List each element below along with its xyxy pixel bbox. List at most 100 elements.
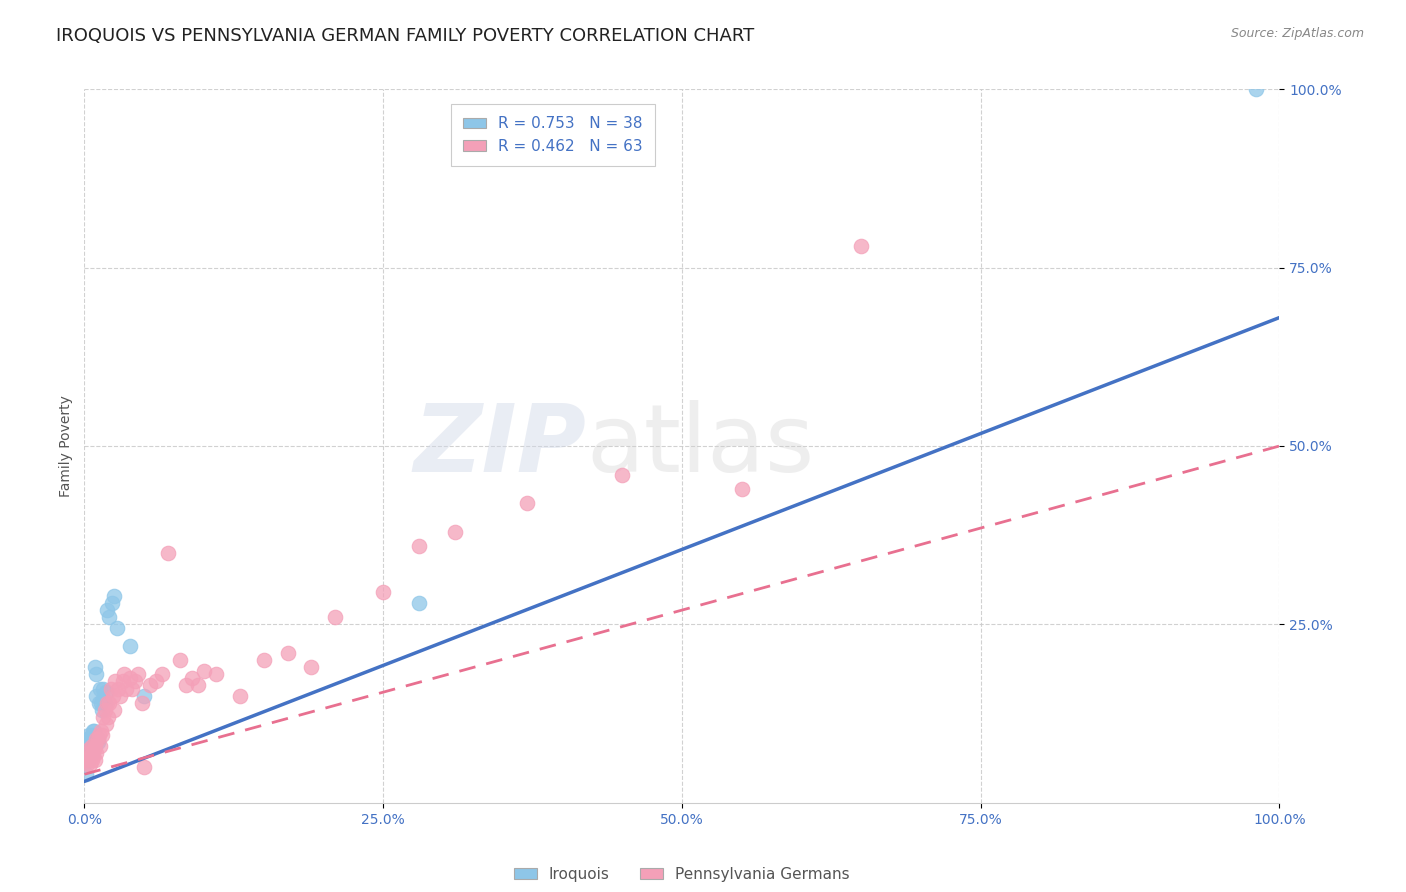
Point bbox=[169, 653, 191, 667]
Point bbox=[229, 689, 252, 703]
Point bbox=[131, 696, 153, 710]
Point bbox=[96, 696, 118, 710]
Point bbox=[86, 667, 108, 681]
Point bbox=[101, 689, 124, 703]
Text: atlas: atlas bbox=[586, 400, 814, 492]
Point bbox=[112, 667, 135, 681]
Text: IROQUOIS VS PENNSYLVANIA GERMAN FAMILY POVERTY CORRELATION CHART: IROQUOIS VS PENNSYLVANIA GERMAN FAMILY P… bbox=[56, 27, 755, 45]
Point bbox=[205, 667, 228, 681]
Point bbox=[98, 696, 121, 710]
Point bbox=[93, 710, 115, 724]
Point bbox=[94, 685, 117, 699]
Point bbox=[79, 756, 101, 771]
Point bbox=[82, 724, 104, 739]
Point bbox=[86, 689, 108, 703]
Point bbox=[444, 524, 467, 539]
Point bbox=[84, 731, 107, 746]
Point bbox=[80, 739, 103, 753]
Point bbox=[181, 671, 204, 685]
Point bbox=[277, 646, 299, 660]
Text: Source: ZipAtlas.com: Source: ZipAtlas.com bbox=[1230, 27, 1364, 40]
Point bbox=[110, 689, 132, 703]
Point bbox=[86, 731, 108, 746]
Point bbox=[118, 671, 141, 685]
Point bbox=[79, 749, 101, 764]
Point bbox=[187, 678, 209, 692]
Point bbox=[79, 746, 101, 760]
Legend: Iroquois, Pennsylvania Germans: Iroquois, Pennsylvania Germans bbox=[508, 861, 856, 888]
Point bbox=[83, 724, 105, 739]
Point bbox=[79, 749, 101, 764]
Point bbox=[91, 703, 114, 717]
Point bbox=[612, 467, 634, 482]
Point bbox=[115, 681, 138, 696]
Point bbox=[82, 746, 104, 760]
Point bbox=[89, 739, 111, 753]
Point bbox=[86, 746, 108, 760]
Point bbox=[86, 731, 108, 746]
Point bbox=[82, 731, 104, 746]
Point bbox=[80, 728, 103, 742]
Point bbox=[103, 703, 125, 717]
Point bbox=[77, 728, 100, 742]
Point bbox=[90, 724, 112, 739]
Point bbox=[80, 746, 103, 760]
Point bbox=[91, 728, 114, 742]
Point bbox=[83, 735, 105, 749]
Text: ZIP: ZIP bbox=[413, 400, 586, 492]
Point bbox=[127, 667, 149, 681]
Point bbox=[150, 667, 173, 681]
Point bbox=[79, 735, 101, 749]
Point bbox=[93, 696, 115, 710]
Point bbox=[90, 696, 112, 710]
Point bbox=[100, 681, 122, 696]
Y-axis label: Family Poverty: Family Poverty bbox=[59, 395, 73, 497]
Point bbox=[132, 689, 156, 703]
Point bbox=[87, 696, 110, 710]
Point bbox=[84, 660, 107, 674]
Point bbox=[408, 539, 430, 553]
Point bbox=[107, 681, 129, 696]
Point bbox=[77, 753, 100, 767]
Point bbox=[105, 621, 128, 635]
Point bbox=[96, 603, 118, 617]
Point bbox=[193, 664, 215, 678]
Point bbox=[118, 639, 141, 653]
Point bbox=[731, 482, 754, 496]
Point bbox=[75, 753, 97, 767]
Point bbox=[86, 735, 108, 749]
Point bbox=[101, 596, 124, 610]
Point bbox=[83, 742, 105, 756]
Point bbox=[93, 692, 115, 706]
Point bbox=[84, 739, 107, 753]
Point bbox=[76, 731, 98, 746]
Point bbox=[77, 731, 100, 746]
Point bbox=[77, 746, 100, 760]
Point bbox=[77, 742, 100, 756]
Point bbox=[75, 767, 97, 781]
Point bbox=[373, 585, 395, 599]
Point bbox=[325, 610, 347, 624]
Point bbox=[82, 749, 104, 764]
Point bbox=[103, 589, 125, 603]
Point bbox=[89, 681, 111, 696]
Point bbox=[1244, 82, 1267, 96]
Point bbox=[157, 546, 180, 560]
Point bbox=[253, 653, 276, 667]
Point bbox=[98, 610, 121, 624]
Point bbox=[516, 496, 538, 510]
Point bbox=[93, 681, 115, 696]
Point bbox=[145, 674, 167, 689]
Point bbox=[94, 717, 117, 731]
Point bbox=[121, 681, 143, 696]
Point bbox=[139, 678, 162, 692]
Point bbox=[76, 756, 98, 771]
Point bbox=[124, 674, 146, 689]
Point bbox=[97, 710, 120, 724]
Point bbox=[301, 660, 323, 674]
Point bbox=[104, 674, 127, 689]
Point bbox=[84, 753, 107, 767]
Point bbox=[93, 703, 115, 717]
Point bbox=[77, 739, 100, 753]
Point bbox=[86, 731, 108, 746]
